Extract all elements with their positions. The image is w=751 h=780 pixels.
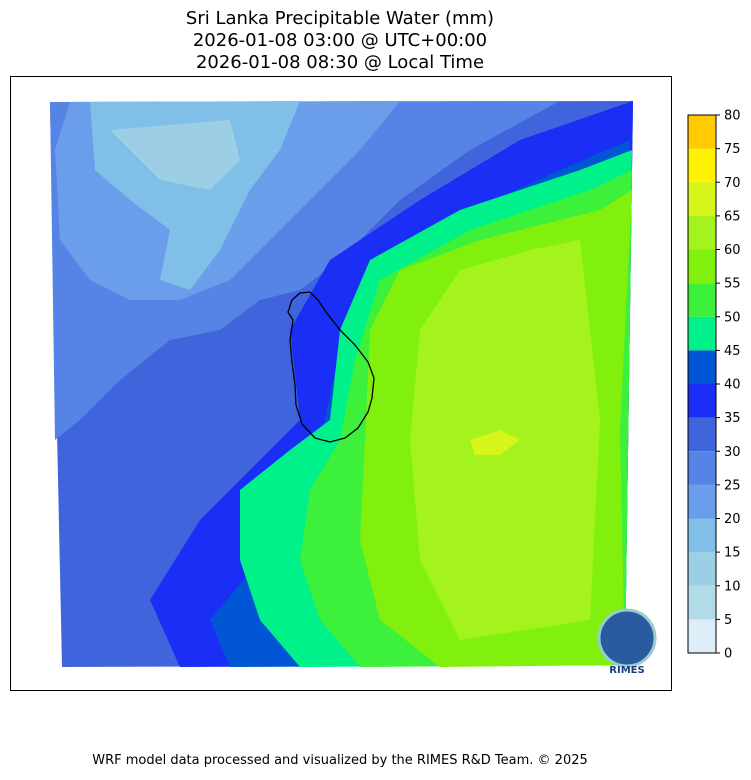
map-frame [10, 76, 672, 691]
colorbar-tick-label: 70 [724, 176, 741, 191]
colorbar-tick-label: 55 [724, 277, 741, 292]
colorbar-swatch [688, 115, 716, 149]
colorbar-tick-label: 0 [724, 647, 732, 662]
colorbar-swatch [688, 552, 716, 586]
colorbar-swatch [688, 484, 716, 519]
colorbar: 0 5 10 15 20 25 30 35 40 45 50 55 60 65 70 75 80 [687, 109, 741, 662]
footer: WRF model data processed and visualized … [92, 753, 588, 768]
title: 2026-01-08 03:00 @ UTC+00:00 [193, 30, 487, 51]
colorbar-swatch [688, 215, 716, 250]
colorbar-tick-label: 75 [724, 142, 741, 157]
colorbar-swatch [688, 518, 716, 553]
logo: RIMES [597, 608, 657, 676]
colorbar-tick-label: 5 [724, 613, 732, 628]
logo-text: RIMES [609, 665, 644, 676]
title: 2026-01-08 08:30 @ Local Time [196, 52, 484, 73]
colorbar-swatch [688, 283, 716, 317]
colorbar-swatch [688, 316, 716, 351]
colorbar-swatch [688, 585, 716, 620]
colorbar-tick-label: 50 [724, 310, 741, 325]
colorbar-tick-label: 80 [724, 109, 741, 124]
colorbar-tick-label: 30 [724, 445, 741, 460]
coastline [287, 291, 375, 443]
colorbar-swatch [688, 451, 716, 485]
colorbar-tick-label: 35 [724, 411, 741, 426]
colorbar-swatch [688, 350, 716, 384]
colorbar-swatch [688, 182, 716, 216]
colorbar-tick-label: 65 [724, 209, 741, 224]
colorbar-tick-label: 15 [724, 546, 741, 561]
colorbar-swatch [688, 619, 716, 653]
colorbar-tick-label: 40 [724, 378, 741, 393]
colorbar-tick-label: 25 [724, 478, 741, 493]
contour-fill [470, 430, 520, 455]
colorbar-tick-label: 45 [724, 344, 741, 359]
logo-emblem [597, 608, 657, 668]
map [50, 101, 633, 667]
colorbar-tick-label: 60 [724, 243, 741, 258]
colorbar-swatch [688, 417, 716, 452]
colorbar-tick-label: 20 [724, 512, 741, 527]
title: Sri Lanka Precipitable Water (mm) [186, 8, 494, 29]
colorbar-tick-label: 10 [724, 579, 741, 594]
colorbar-swatch [688, 384, 716, 418]
contour-fill [110, 120, 240, 190]
colorbar-swatch [688, 148, 716, 183]
colorbar-swatch [688, 249, 716, 284]
